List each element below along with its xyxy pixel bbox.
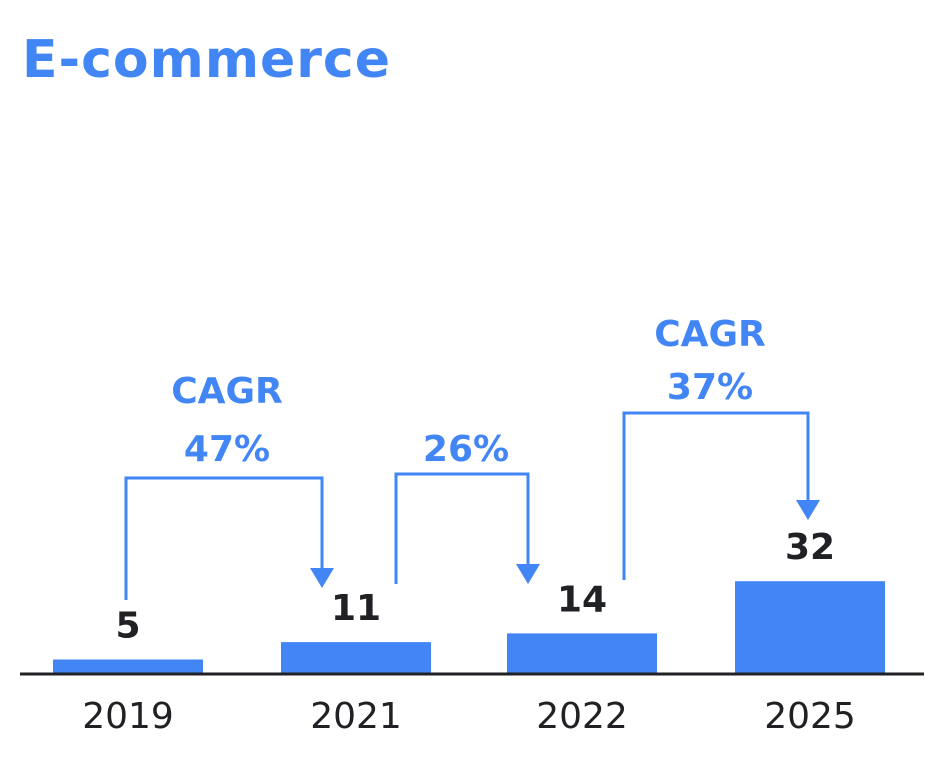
x-tick-2021: 2021 bbox=[310, 696, 402, 737]
annotation-label: CAGR bbox=[654, 314, 766, 355]
bars-layer: 5 2019 11 2021 14 2022 32 2025 bbox=[53, 527, 885, 737]
cagr-annotation-2021-2022: 26% bbox=[394, 429, 540, 584]
annotation-label: 47% bbox=[184, 429, 270, 470]
bar-2021 bbox=[281, 642, 431, 674]
chart-title: E-commerce bbox=[22, 30, 392, 90]
bracket-line bbox=[622, 411, 810, 580]
x-tick-2022: 2022 bbox=[536, 696, 628, 737]
bracket-line bbox=[124, 476, 324, 600]
bracket-line bbox=[394, 472, 530, 584]
bar-2022 bbox=[507, 633, 657, 674]
arrowhead bbox=[516, 564, 540, 584]
value-label-2022: 14 bbox=[557, 579, 607, 620]
bar-2025 bbox=[735, 581, 885, 674]
annotation-label: CAGR bbox=[171, 371, 283, 412]
annotations-layer: CAGR 47% 26% CAGR 37% bbox=[124, 314, 820, 600]
value-label-2019: 5 bbox=[115, 606, 140, 647]
x-tick-2025: 2025 bbox=[764, 696, 856, 737]
arrowhead bbox=[796, 500, 820, 520]
annotation-label: 26% bbox=[423, 429, 509, 470]
value-label-2025: 32 bbox=[785, 527, 835, 568]
cagr-annotation-2022-2025: CAGR 37% bbox=[622, 314, 820, 580]
cagr-annotation-2019-2021: CAGR 47% bbox=[124, 371, 334, 600]
x-tick-2019: 2019 bbox=[82, 696, 174, 737]
bar-2019 bbox=[53, 659, 203, 674]
value-label-2021: 11 bbox=[331, 588, 381, 629]
arrowhead bbox=[310, 568, 334, 588]
annotation-label: 37% bbox=[667, 367, 753, 408]
